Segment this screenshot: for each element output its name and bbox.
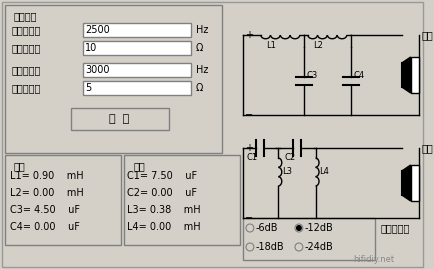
Bar xyxy=(71,108,168,130)
Bar xyxy=(83,63,191,77)
Text: L3= 0.38    mH: L3= 0.38 mH xyxy=(128,205,201,215)
Text: −: − xyxy=(245,110,253,120)
Text: +: + xyxy=(245,143,253,153)
Text: 高音: 高音 xyxy=(133,161,145,171)
Bar xyxy=(125,155,240,245)
Text: L4= 0.00    mH: L4= 0.00 mH xyxy=(128,222,201,232)
Text: -12dB: -12dB xyxy=(305,223,334,233)
Text: 10: 10 xyxy=(85,43,98,53)
Bar xyxy=(83,81,191,95)
Text: 高音分频点: 高音分频点 xyxy=(12,65,41,75)
Text: 输入参数: 输入参数 xyxy=(14,11,37,21)
Text: L1: L1 xyxy=(266,41,276,49)
Bar xyxy=(83,23,191,37)
Text: -18dB: -18dB xyxy=(256,242,284,252)
Text: 低音: 低音 xyxy=(421,30,433,40)
Text: 3000: 3000 xyxy=(85,65,110,75)
Text: −: − xyxy=(245,213,253,223)
Text: 高音需反接: 高音需反接 xyxy=(380,223,410,233)
Text: 计  算: 计 算 xyxy=(109,114,130,124)
Text: 5: 5 xyxy=(85,83,92,93)
Bar xyxy=(411,57,420,93)
Text: L3: L3 xyxy=(282,168,292,176)
Text: L2= 0.00    mH: L2= 0.00 mH xyxy=(10,188,84,198)
Text: L2: L2 xyxy=(314,41,323,49)
Text: +: + xyxy=(245,30,253,40)
Text: C2= 0.00    uF: C2= 0.00 uF xyxy=(128,188,197,198)
Text: C4: C4 xyxy=(354,70,365,80)
Text: -24dB: -24dB xyxy=(305,242,334,252)
Text: -6dB: -6dB xyxy=(256,223,278,233)
Bar xyxy=(411,165,420,201)
Text: Ω: Ω xyxy=(196,83,204,93)
Bar xyxy=(83,41,191,55)
Text: L4: L4 xyxy=(319,168,329,176)
Text: Ω: Ω xyxy=(196,43,204,53)
Text: C1= 7.50    uF: C1= 7.50 uF xyxy=(128,171,197,181)
Text: C2: C2 xyxy=(284,154,296,162)
Text: 低音: 低音 xyxy=(14,161,26,171)
Bar xyxy=(5,5,223,153)
Text: Hz: Hz xyxy=(196,65,208,75)
Text: 分频点阻抗: 分频点阻抗 xyxy=(12,83,41,93)
Bar xyxy=(243,218,375,260)
Text: C3: C3 xyxy=(307,70,318,80)
Text: 低音分频点: 低音分频点 xyxy=(12,25,41,35)
Text: 分频点阻抗: 分频点阻抗 xyxy=(12,43,41,53)
Polygon shape xyxy=(402,165,411,201)
Text: Hz: Hz xyxy=(196,25,208,35)
Text: C4= 0.00    uF: C4= 0.00 uF xyxy=(10,222,80,232)
Circle shape xyxy=(297,226,301,230)
Text: L1= 0.90    mH: L1= 0.90 mH xyxy=(10,171,83,181)
Text: hifidiy.net: hifidiy.net xyxy=(353,256,394,264)
Bar xyxy=(5,155,121,245)
Text: 2500: 2500 xyxy=(85,25,110,35)
Text: C1: C1 xyxy=(247,154,258,162)
Text: 高音: 高音 xyxy=(421,143,433,153)
Polygon shape xyxy=(402,57,411,93)
Text: C3= 4.50    uF: C3= 4.50 uF xyxy=(10,205,80,215)
